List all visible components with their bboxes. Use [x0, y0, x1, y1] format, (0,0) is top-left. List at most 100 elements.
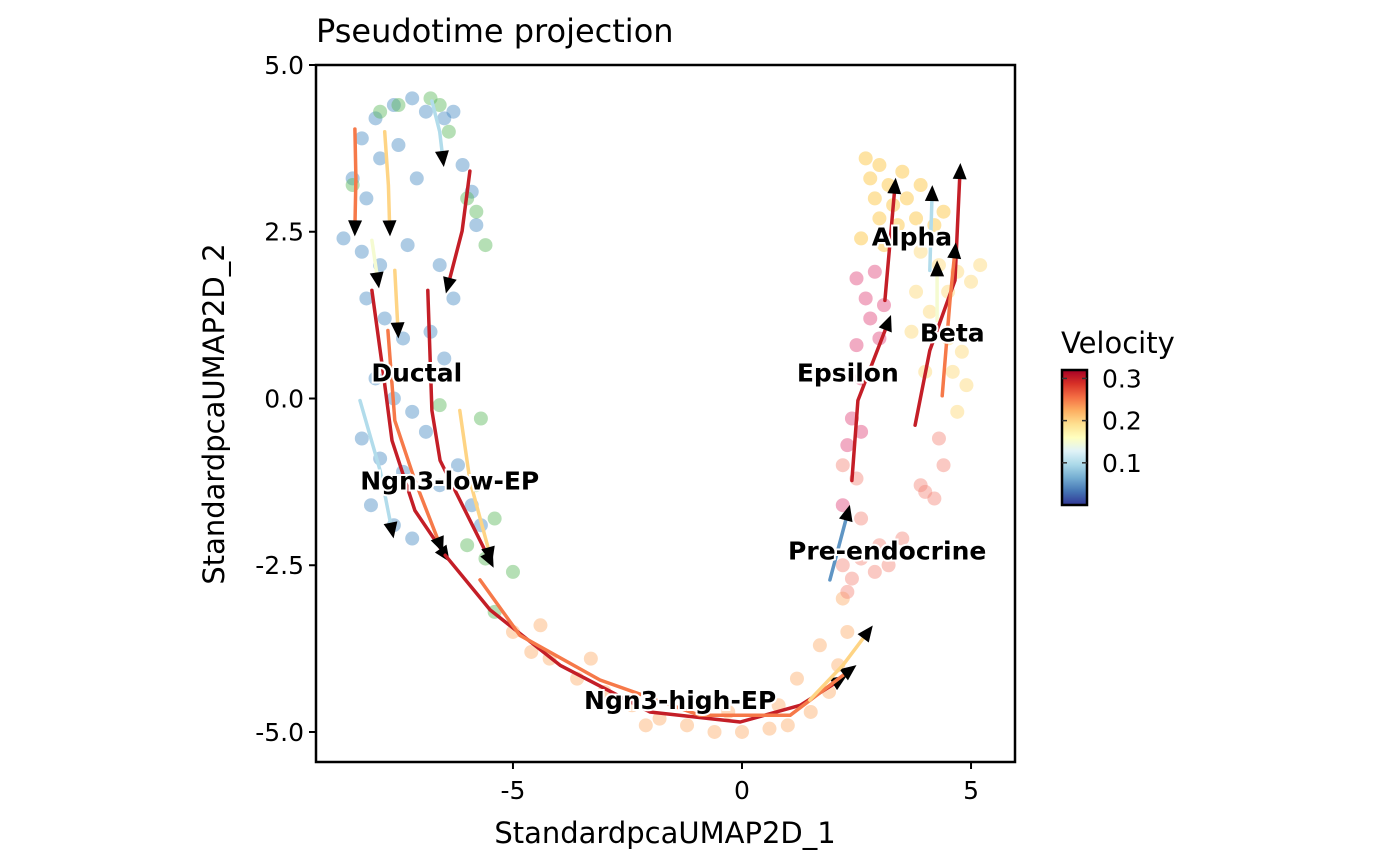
data-point-alpha: [854, 231, 869, 246]
data-point-ductal: [450, 458, 465, 473]
cluster-label: Ngn3-low-EP: [360, 467, 539, 496]
data-point-ngn3-high-ep: [803, 704, 818, 719]
data-point-alpha: [895, 164, 910, 179]
plot-frame: [314, 63, 1017, 764]
chart-title: Pseudotime projection: [316, 12, 674, 50]
streamline: [393, 268, 400, 333]
data-point-ductal: [437, 111, 452, 126]
arrow-icon: [829, 675, 847, 691]
arrow-icon: [878, 314, 892, 333]
data-point-epsilon: [867, 264, 882, 279]
arrow-icon: [382, 220, 397, 237]
data-point-beta: [973, 258, 988, 273]
data-point-ngn3-low-ep: [473, 411, 488, 426]
data-point-ngn3-low-ep: [478, 238, 493, 253]
data-point-ductal: [336, 231, 351, 246]
arrow-icon: [369, 271, 384, 289]
y-axis-title: StandardpcaUMAP2D_2: [197, 243, 231, 584]
data-point-ductal: [391, 138, 406, 153]
data-point-pre-endocrine: [936, 458, 951, 473]
data-point-ductal: [432, 258, 447, 273]
data-point-ngn3-high-ep: [789, 671, 804, 686]
data-point-ngn3-high-ep: [840, 624, 855, 639]
data-point-pre-endocrine: [895, 531, 910, 546]
data-point-beta: [913, 244, 928, 259]
data-point-epsilon: [849, 271, 864, 286]
data-point-beta: [959, 378, 974, 393]
data-point-epsilon: [849, 338, 864, 353]
data-point-ngn3-low-ep: [460, 538, 475, 553]
data-point-ngn3-high-ep: [638, 718, 653, 733]
data-point-pre-endocrine: [913, 478, 928, 493]
data-point-ductal: [359, 291, 374, 306]
cluster-label: Epsilon: [797, 358, 899, 387]
data-point-ductal: [437, 351, 452, 366]
arrow-icon: [481, 545, 495, 563]
arrow-icon: [947, 242, 962, 260]
data-point-beta: [964, 274, 979, 289]
data-point-alpha: [909, 211, 924, 226]
x-axis-title: StandardpcaUMAP2D_1: [494, 816, 835, 850]
data-point-pre-endocrine: [918, 484, 933, 499]
data-point-ngn3-low-ep: [505, 564, 520, 579]
data-point-beta: [904, 324, 919, 339]
streamline: [430, 99, 445, 161]
cluster-labels: Ductal Ngn3-low-EP Ngn3-high-EP Pre-endocri…: [358, 220, 988, 717]
data-point-ductal: [368, 111, 383, 126]
data-point-ductal: [418, 424, 433, 439]
data-point-pre-endocrine: [854, 551, 869, 566]
data-point-alpha: [876, 238, 891, 253]
y-tick-label: -5.0: [255, 718, 304, 747]
data-point-ngn3-high-ep: [524, 644, 539, 659]
cluster-label: Pre-endocrine: [788, 537, 986, 566]
data-point-ngn3-high-ep: [780, 718, 795, 733]
data-point-ngn3-high-ep: [533, 618, 548, 633]
data-point-ductal: [386, 98, 401, 113]
data-point-alpha: [858, 151, 873, 166]
data-point-ductal: [405, 531, 420, 546]
data-point-epsilon: [876, 298, 891, 313]
data-point-ductal: [446, 104, 461, 119]
streamline: [446, 169, 472, 288]
streamline: [928, 191, 934, 273]
data-point-alpha: [863, 171, 878, 186]
x-tick-label: 0: [734, 776, 750, 805]
velocity-legend: Velocity 0.1 0.2 0.3: [1060, 326, 1175, 507]
velocity-streamlines: [348, 99, 967, 724]
data-point-pre-endocrine: [872, 538, 887, 553]
data-point-ductal: [409, 171, 424, 186]
arrow-icon: [930, 260, 945, 277]
data-point-ngn3-low-ep: [441, 124, 456, 139]
arrow-icon: [430, 535, 444, 553]
streamline: [370, 288, 447, 557]
streamline: [913, 169, 962, 427]
data-point-beta: [909, 284, 924, 299]
data-point-ductal: [354, 431, 369, 446]
data-point-ductal: [469, 218, 484, 233]
data-point-pre-endocrine: [840, 584, 855, 599]
data-point-pre-endocrine: [931, 431, 946, 446]
data-point-ductal: [354, 131, 369, 146]
data-point-ngn3-low-ep: [432, 98, 447, 113]
data-point-pre-endocrine: [881, 558, 896, 573]
data-point-pre-endocrine: [835, 458, 850, 473]
data-point-ngn3-low-ep: [373, 104, 388, 119]
streamline: [478, 578, 852, 718]
data-point-ductal: [373, 151, 388, 166]
arrow-icon: [924, 185, 939, 202]
streamline: [828, 510, 850, 582]
data-point-ductal: [405, 404, 420, 419]
data-point-epsilon: [835, 498, 850, 513]
x-tick-label: -5: [500, 776, 525, 805]
data-point-ductal: [377, 311, 392, 326]
streamline: [808, 630, 870, 702]
data-point-epsilon: [854, 424, 869, 439]
data-point-epsilon: [863, 311, 878, 326]
legend-ticks: 0.1 0.2 0.3: [1062, 364, 1142, 478]
data-point-alpha: [899, 191, 914, 206]
data-point-ngn3-low-ep: [432, 398, 447, 413]
data-point-pre-endocrine: [854, 511, 869, 526]
streamline: [382, 129, 392, 231]
cluster-label: Ngn3-high-EP: [584, 686, 776, 715]
